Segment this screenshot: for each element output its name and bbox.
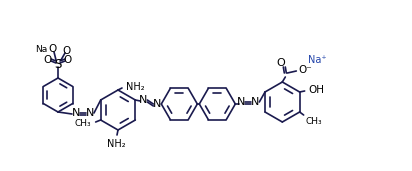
Text: Na: Na (35, 44, 47, 54)
Text: O: O (276, 58, 285, 68)
Text: O: O (44, 55, 52, 65)
Text: N: N (72, 108, 80, 118)
Text: N: N (139, 95, 147, 105)
Text: Na⁺: Na⁺ (308, 55, 327, 65)
Text: O: O (64, 55, 72, 65)
Text: CH₃: CH₃ (306, 117, 322, 126)
Text: N: N (237, 97, 246, 107)
Text: OH: OH (309, 85, 325, 95)
Text: O: O (49, 44, 57, 54)
Text: NH₂: NH₂ (107, 139, 125, 149)
Text: O: O (63, 46, 71, 56)
Text: NH₂: NH₂ (126, 82, 145, 92)
Text: O⁻: O⁻ (298, 65, 312, 75)
Text: CH₃: CH₃ (74, 120, 91, 128)
Text: N: N (251, 97, 260, 107)
Text: N: N (153, 99, 162, 109)
Text: N: N (86, 108, 94, 118)
Text: S: S (54, 57, 62, 70)
